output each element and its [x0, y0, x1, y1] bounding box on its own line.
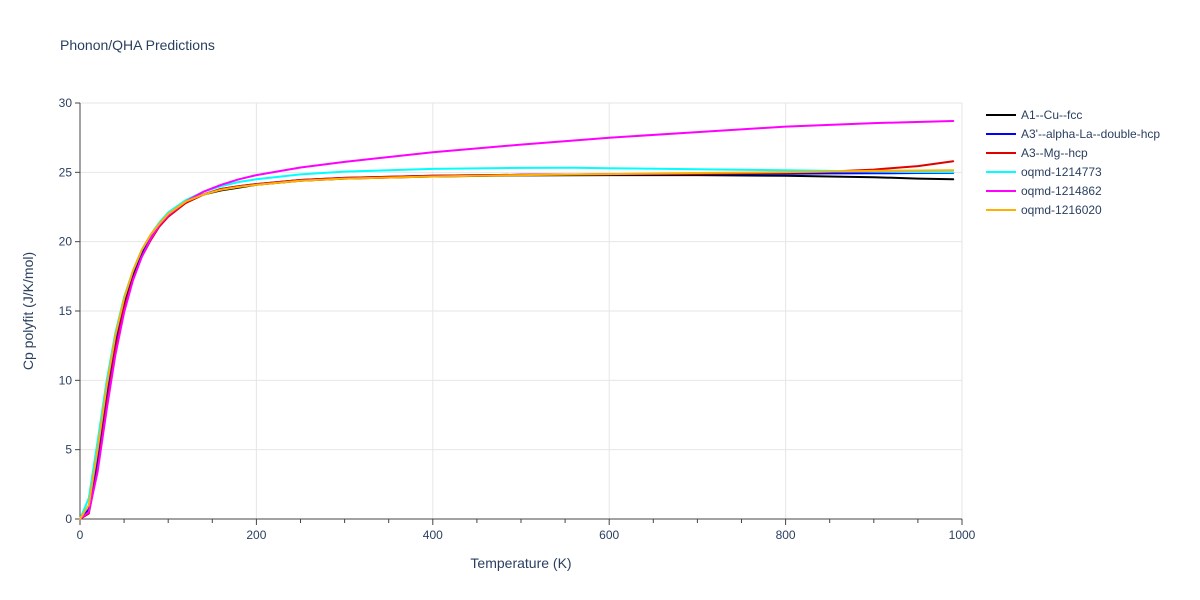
legend-item[interactable]: A3'--alpha-La--double-hcp: [986, 127, 1160, 141]
legend-item[interactable]: A1--Cu--fcc: [986, 108, 1082, 122]
x-axis-title: Temperature (K): [470, 555, 571, 571]
y-tick-label: 5: [65, 443, 72, 457]
series-line-a1-cu-fcc[interactable]: [79, 174, 955, 520]
x-tick-label: 0: [77, 528, 84, 542]
legend-item[interactable]: oqmd-1216020: [986, 203, 1102, 217]
y-tick-label: 15: [59, 304, 73, 318]
legend: A1--Cu--fcc A3'--alpha-La--double-hcp A3--…: [986, 108, 1160, 217]
series-line-oqmd-1214773[interactable]: [79, 166, 955, 520]
y-tick-label: 20: [59, 235, 73, 249]
legend-label: A1--Cu--fcc: [1021, 108, 1082, 122]
chart-title: Phonon/QHA Predictions: [60, 37, 215, 53]
series-lines: [79, 120, 955, 520]
legend-item[interactable]: oqmd-1214862: [986, 184, 1102, 198]
x-tick-label: 400: [423, 528, 443, 542]
grid: [80, 102, 963, 519]
x-tick-label: 1000: [949, 528, 976, 542]
x-tick-label: 800: [776, 528, 796, 542]
x-axis-ticks: 0 200 400 600 800 1000: [77, 518, 976, 542]
x-tick-label: 200: [246, 528, 266, 542]
series-line-a3-alpha-la-double-hcp[interactable]: [79, 171, 955, 520]
y-tick-label: 30: [59, 96, 73, 110]
legend-label: A3'--alpha-La--double-hcp: [1021, 127, 1160, 141]
legend-item[interactable]: A3--Mg--hcp: [986, 146, 1088, 160]
series-line-a3-mg-hcp[interactable]: [79, 160, 955, 520]
legend-label: oqmd-1214773: [1021, 165, 1102, 179]
legend-label: oqmd-1214862: [1021, 184, 1102, 198]
series-line-oqmd-1214862[interactable]: [79, 120, 955, 520]
y-tick-label: 0: [65, 512, 72, 526]
legend-label: oqmd-1216020: [1021, 203, 1102, 217]
y-axis-title: Cp polyfit (J/K/mol): [20, 252, 36, 370]
x-tick-label: 600: [599, 528, 619, 542]
y-tick-label: 10: [59, 373, 73, 387]
y-tick-label: 25: [59, 165, 73, 179]
series-line-oqmd-1216020[interactable]: [79, 169, 955, 520]
y-axis-ticks: 0 5 10 15 20 25 30: [59, 96, 81, 526]
legend-label: A3--Mg--hcp: [1021, 146, 1088, 160]
legend-item[interactable]: oqmd-1214773: [986, 165, 1102, 179]
